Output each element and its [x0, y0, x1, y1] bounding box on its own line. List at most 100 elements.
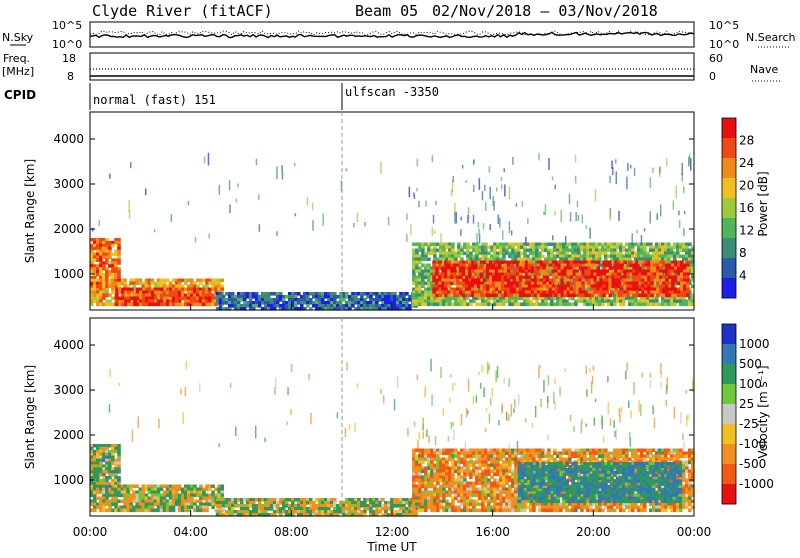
heatmap-speckle: [462, 165, 464, 169]
heatmap-speckle: [509, 221, 511, 233]
heatmap-speckle: [282, 172, 284, 180]
heatmap-cell: [285, 295, 289, 299]
heatmap-speckle: [455, 212, 457, 224]
colorbar-swatch: [722, 278, 736, 298]
heatmap-speckle: [525, 237, 527, 243]
heatmap-speckle: [204, 157, 206, 164]
heatmap-speckle: [552, 176, 554, 180]
colorbar-tick-label: 12: [739, 224, 754, 238]
heatmap-speckle: [595, 189, 597, 202]
freq-unit: [MHz]: [2, 65, 34, 78]
heatmap-speckle: [460, 229, 462, 236]
heatmap-cell: [111, 285, 115, 289]
heatmap-speckle: [688, 157, 690, 167]
heatmap-cell: [117, 261, 121, 265]
heatmap-speckle: [482, 191, 484, 200]
heatmap-speckle: [188, 201, 190, 205]
heatmap-cell: [178, 303, 182, 307]
heatmap-speckle: [208, 234, 210, 239]
nave-tick-top: 60: [709, 52, 723, 65]
heatmap-cell: [111, 244, 115, 248]
heatmap-cell: [111, 291, 115, 295]
nsearch-tick-bottom: 10^0: [709, 38, 739, 51]
heatmap-cell: [111, 303, 115, 307]
heatmap-speckle: [312, 202, 314, 210]
heatmap-cell: [345, 295, 349, 299]
heatmap-cell: [111, 456, 115, 460]
heatmap-speckle: [561, 210, 563, 222]
heatmap-cell: [208, 303, 212, 307]
heatmap-cell: [93, 509, 97, 513]
heatmap-speckle: [575, 155, 577, 163]
heatmap-speckle: [569, 194, 571, 204]
heatmap-speckle: [679, 220, 681, 228]
heatmap-speckle: [527, 218, 529, 224]
heatmap-speckle: [630, 165, 632, 169]
heatmap-speckle: [109, 174, 111, 179]
heatmap-speckle: [353, 223, 355, 227]
heatmap-cell: [96, 250, 100, 254]
heatmap-speckle: [229, 180, 231, 190]
heatmap-speckle: [634, 168, 636, 176]
heatmap-speckle: [609, 176, 611, 183]
heatmap-cell: [412, 509, 416, 513]
nsky-panel: N.Sky 10^5 10^0 10^5 10^0 N.Search: [2, 19, 796, 51]
heatmap-cell: [622, 303, 626, 307]
heatmap-speckle: [632, 233, 634, 244]
heatmap-cell: [111, 509, 115, 513]
colorbar-tick-label: 4: [739, 269, 747, 283]
heatmap-cell: [208, 488, 212, 492]
heatmap-cell: [225, 301, 229, 305]
heatmap-speckle: [555, 185, 557, 190]
heatmap-speckle: [676, 186, 678, 199]
heatmap-speckle: [440, 233, 442, 245]
heatmap-speckle: [294, 163, 296, 167]
nave-tick-bottom: 0: [709, 70, 716, 83]
heatmap-cell: [181, 509, 185, 513]
colorbar-swatch: [722, 218, 736, 238]
colorbar-tick-label: 24: [739, 156, 754, 170]
heatmap-cell: [181, 279, 185, 283]
heatmap-cell: [117, 250, 121, 254]
heatmap-speckle: [307, 197, 309, 205]
nsky-tick-bottom: 10^0: [52, 38, 82, 51]
heatmap-cell: [285, 504, 289, 508]
heatmap-cell: [102, 303, 106, 307]
heatmap-cell: [205, 509, 209, 513]
heatmap-cell: [111, 491, 115, 495]
heatmap-cell: [111, 473, 115, 477]
heatmap-speckle: [346, 168, 348, 171]
heatmap-speckle: [582, 215, 584, 224]
heatmap-speckle: [548, 158, 550, 170]
heatmap-speckle: [626, 177, 628, 190]
heatmap-speckle: [538, 153, 540, 161]
heatmap-cell: [686, 294, 690, 298]
colorbar-swatch: [722, 258, 736, 278]
heatmap-speckle: [418, 201, 420, 208]
heatmap-speckle: [406, 234, 408, 242]
heatmap-speckle: [641, 235, 643, 245]
heatmap-cell: [190, 506, 194, 510]
heatmap-speckle: [484, 185, 486, 191]
heatmap-speckle: [380, 162, 382, 174]
heatmap-cell: [427, 258, 431, 262]
heatmap-speckle: [615, 159, 617, 163]
heatmap-speckle: [616, 172, 618, 185]
cpid-row: CPID normal (fast) 151 ulfscan -3350: [4, 83, 439, 110]
heatmap-cell: [96, 479, 100, 483]
heatmap-speckle: [409, 187, 411, 198]
heatmap-speckle: [575, 176, 577, 184]
heatmap-speckle: [259, 224, 261, 232]
heatmap-speckle: [496, 187, 498, 191]
heatmap-speckle: [473, 160, 475, 165]
heatmap-speckle: [610, 214, 612, 220]
beam-label: Beam 05: [355, 2, 418, 20]
heatmap-speckle: [432, 155, 434, 162]
date-range: 02/Nov/2018 – 03/Nov/2018: [432, 2, 658, 20]
nsearch-label: N.Search: [746, 31, 796, 44]
heatmap-speckle: [683, 187, 685, 194]
heatmap-cell: [172, 509, 176, 513]
heatmap-cell: [220, 279, 224, 283]
